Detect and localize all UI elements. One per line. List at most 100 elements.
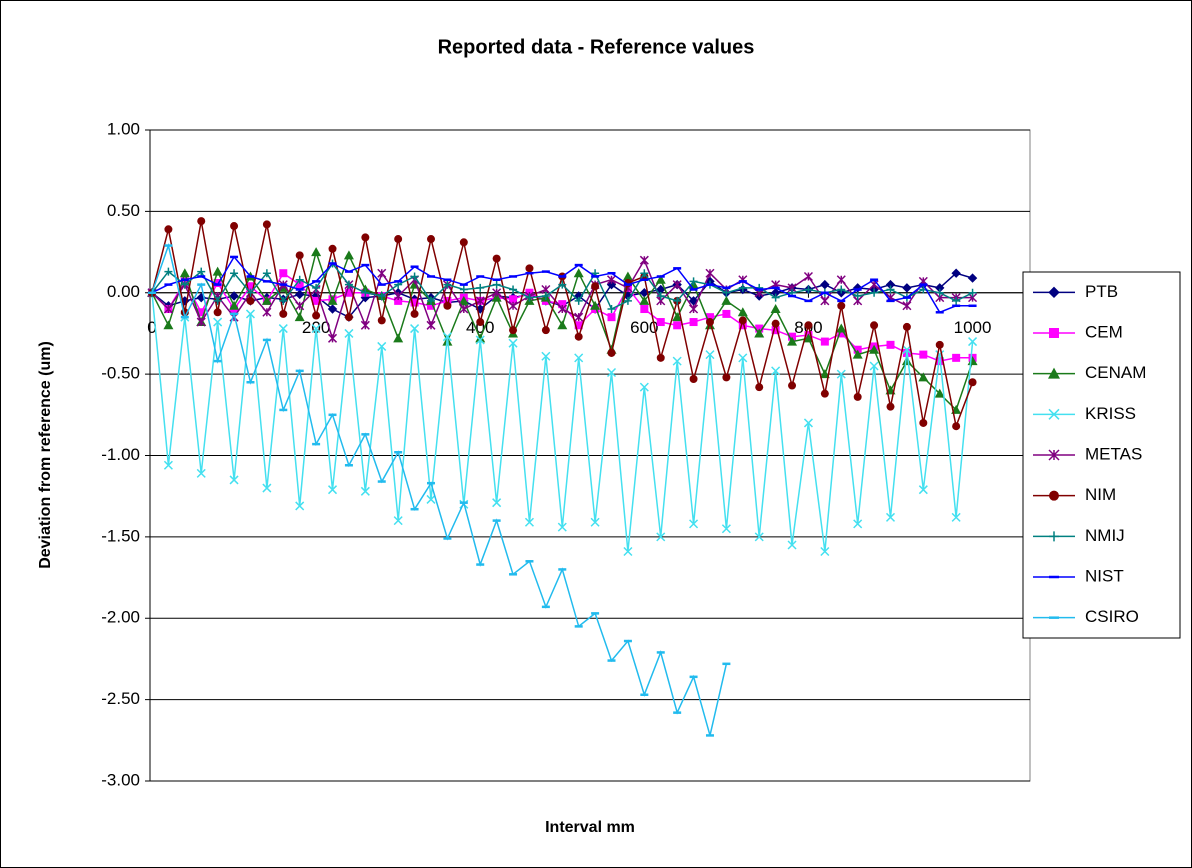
marker — [689, 519, 699, 529]
marker — [705, 350, 715, 360]
marker — [770, 304, 781, 314]
marker — [557, 304, 567, 314]
marker — [737, 307, 748, 317]
marker — [672, 356, 682, 366]
marker — [557, 522, 567, 532]
legend-label: CSIRO — [1085, 607, 1139, 626]
marker — [836, 323, 847, 333]
marker — [377, 316, 386, 325]
marker — [509, 295, 518, 304]
marker — [213, 317, 223, 327]
marker — [508, 338, 518, 348]
legend-label: CEM — [1085, 322, 1123, 341]
marker — [607, 348, 616, 357]
marker — [410, 298, 419, 307]
marker — [689, 304, 699, 314]
marker — [574, 353, 584, 363]
legend-label: METAS — [1085, 444, 1142, 463]
marker — [246, 288, 255, 297]
marker — [311, 324, 321, 334]
marker — [377, 268, 387, 278]
marker — [443, 280, 452, 289]
marker — [180, 280, 189, 289]
marker — [721, 524, 731, 534]
marker — [164, 267, 173, 276]
marker — [590, 517, 600, 527]
marker — [919, 418, 928, 427]
marker — [1049, 531, 1059, 542]
marker — [1048, 286, 1060, 299]
marker — [328, 244, 337, 253]
marker — [869, 344, 880, 354]
marker — [606, 275, 617, 285]
marker — [1048, 367, 1060, 379]
marker — [295, 280, 304, 289]
marker — [935, 340, 944, 349]
marker — [197, 308, 206, 317]
y-tick-label: -2.00 — [101, 608, 140, 627]
marker — [803, 333, 814, 343]
y-tick-label: -1.50 — [101, 526, 140, 545]
chart-title: Reported data - Reference values — [438, 36, 755, 58]
series-line — [151, 242, 728, 736]
marker — [820, 296, 830, 306]
marker — [968, 337, 978, 347]
marker — [689, 277, 698, 286]
marker — [311, 247, 322, 257]
marker — [836, 275, 846, 285]
marker — [673, 296, 682, 305]
x-tick-label: 0 — [147, 318, 156, 337]
marker — [787, 540, 797, 550]
marker — [639, 382, 649, 392]
marker — [344, 328, 354, 338]
marker — [279, 269, 288, 278]
marker — [820, 279, 830, 290]
marker — [229, 300, 240, 310]
marker — [573, 268, 584, 278]
marker — [771, 293, 780, 302]
marker — [295, 251, 304, 260]
marker — [952, 353, 961, 362]
marker — [771, 319, 780, 328]
marker — [426, 296, 435, 305]
marker — [246, 296, 255, 305]
marker — [343, 250, 354, 260]
y-tick-label: -2.50 — [101, 689, 140, 708]
marker — [754, 532, 764, 542]
marker — [639, 295, 650, 305]
marker — [886, 340, 895, 349]
marker — [476, 283, 485, 292]
marker — [213, 296, 222, 305]
marker — [853, 292, 862, 301]
marker — [442, 332, 452, 342]
marker — [952, 296, 961, 305]
marker — [492, 280, 501, 289]
marker — [476, 318, 485, 327]
marker — [245, 309, 255, 319]
marker — [196, 317, 206, 327]
marker — [804, 321, 813, 330]
marker — [491, 292, 502, 302]
legend-label: NIST — [1085, 566, 1124, 585]
marker — [410, 272, 419, 281]
marker — [262, 269, 271, 278]
marker — [558, 280, 567, 289]
marker — [361, 233, 370, 242]
marker — [458, 295, 469, 305]
marker — [738, 321, 747, 330]
marker — [492, 498, 502, 508]
marker — [837, 301, 846, 310]
marker — [820, 389, 829, 398]
marker — [475, 296, 485, 306]
marker — [738, 283, 747, 292]
marker — [934, 388, 945, 398]
marker — [836, 369, 846, 379]
marker — [295, 501, 305, 511]
marker — [869, 361, 879, 371]
series — [148, 255, 977, 314]
marker — [853, 519, 863, 529]
marker — [640, 269, 649, 278]
marker — [229, 475, 239, 485]
marker — [639, 255, 649, 265]
